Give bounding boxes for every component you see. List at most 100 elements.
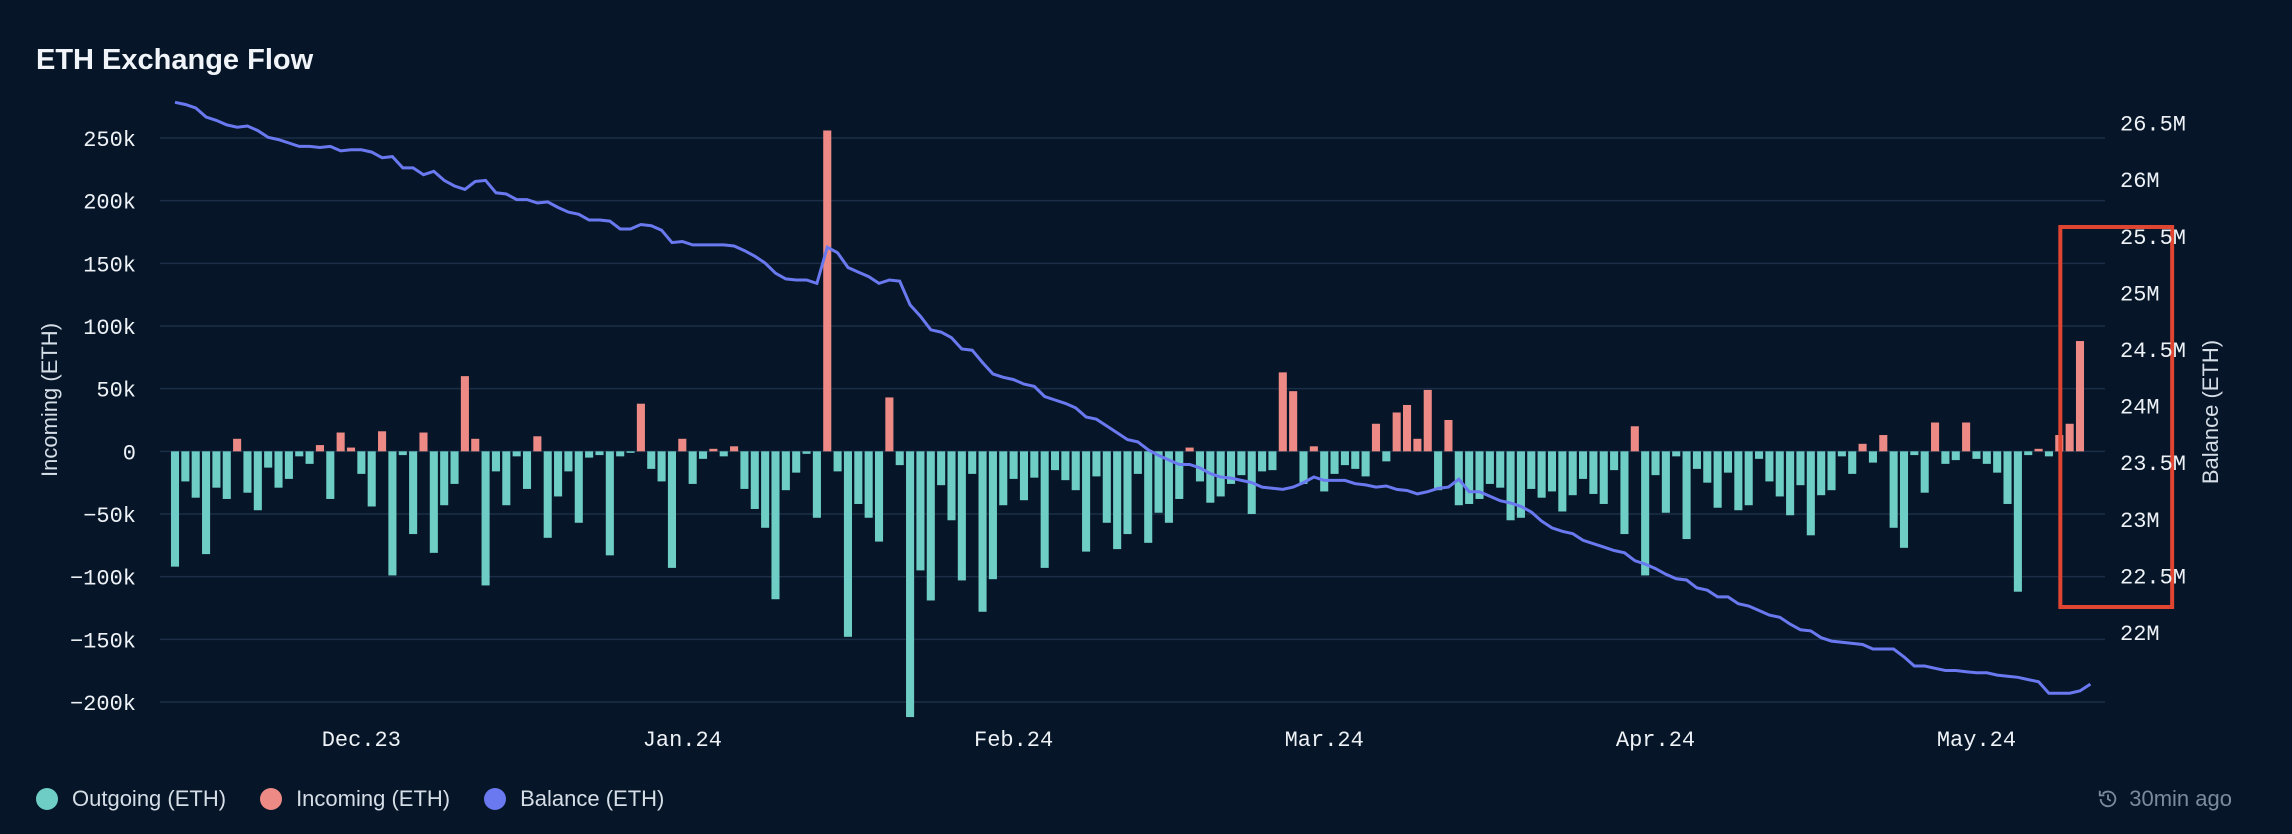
outgoing-bar[interactable] [1692, 451, 1701, 469]
legend-item-outgoing[interactable]: Outgoing (ETH) [36, 786, 226, 812]
outgoing-bar[interactable] [1910, 451, 1919, 456]
outgoing-bar[interactable] [295, 451, 304, 457]
outgoing-bar[interactable] [1082, 451, 1091, 552]
outgoing-bar[interactable] [916, 451, 925, 571]
outgoing-bar[interactable] [1154, 451, 1163, 513]
outgoing-bar[interactable] [1951, 451, 1960, 461]
outgoing-bar[interactable] [191, 451, 200, 498]
outgoing-bar[interactable] [1506, 451, 1515, 521]
outgoing-bar[interactable] [1661, 451, 1670, 513]
incoming-bar[interactable] [1630, 426, 1639, 452]
outgoing-bar[interactable] [1330, 451, 1339, 474]
incoming-bar[interactable] [636, 403, 645, 452]
incoming-bar[interactable] [233, 438, 242, 452]
outgoing-bar[interactable] [502, 451, 511, 506]
outgoing-bar[interactable] [906, 451, 915, 718]
incoming-bar[interactable] [1931, 422, 1940, 452]
outgoing-bar[interactable] [1786, 451, 1795, 516]
outgoing-bar[interactable] [1982, 451, 1991, 464]
outgoing-bar[interactable] [512, 451, 521, 457]
outgoing-bar[interactable] [1723, 451, 1733, 473]
outgoing-bar[interactable] [1568, 451, 1577, 496]
incoming-bar[interactable] [730, 446, 739, 452]
outgoing-bar[interactable] [2013, 451, 2022, 592]
outgoing-bar[interactable] [1941, 451, 1950, 464]
outgoing-bar[interactable] [1164, 451, 1173, 523]
outgoing-bar[interactable] [1475, 451, 1484, 499]
outgoing-bar[interactable] [284, 451, 293, 479]
outgoing-bar[interactable] [1237, 451, 1246, 476]
outgoing-bar[interactable] [895, 451, 904, 466]
outgoing-bar[interactable] [212, 451, 221, 488]
outgoing-bar[interactable] [1610, 451, 1619, 471]
incoming-bar[interactable] [1413, 438, 1422, 452]
outgoing-bar[interactable] [2044, 451, 2053, 457]
outgoing-bar[interactable] [1434, 451, 1443, 491]
legend-item-balance[interactable]: Balance (ETH) [484, 786, 664, 812]
outgoing-bar[interactable] [667, 451, 676, 568]
outgoing-bar[interactable] [1620, 451, 1629, 535]
incoming-bar[interactable] [315, 445, 324, 452]
outgoing-bar[interactable] [968, 451, 977, 474]
outgoing-bar[interactable] [1009, 451, 1018, 479]
outgoing-bar[interactable] [1361, 451, 1370, 477]
incoming-bar[interactable] [1858, 443, 1867, 452]
outgoing-bar[interactable] [988, 451, 997, 580]
outgoing-bar[interactable] [1775, 451, 1784, 497]
outgoing-bar[interactable] [874, 451, 884, 542]
outgoing-bar[interactable] [957, 451, 966, 581]
outgoing-bar[interactable] [1703, 451, 1712, 483]
outgoing-bar[interactable] [1216, 451, 1225, 497]
outgoing-bar[interactable] [947, 451, 956, 521]
outgoing-bar[interactable] [1537, 451, 1546, 498]
outgoing-bar[interactable] [1299, 451, 1308, 484]
outgoing-bar[interactable] [595, 451, 604, 456]
incoming-bar[interactable] [419, 432, 428, 452]
outgoing-bar[interactable] [326, 451, 335, 499]
outgoing-bar[interactable] [1713, 451, 1722, 508]
outgoing-bar[interactable] [357, 451, 366, 474]
outgoing-bar[interactable] [574, 451, 583, 523]
outgoing-bar[interactable] [1144, 451, 1153, 543]
incoming-bar[interactable] [1289, 391, 1298, 452]
outgoing-bar[interactable] [1113, 451, 1122, 550]
outgoing-bar[interactable] [1589, 451, 1598, 494]
outgoing-bar[interactable] [1382, 451, 1391, 462]
outgoing-bar[interactable] [854, 451, 863, 504]
outgoing-bar[interactable] [812, 451, 821, 518]
outgoing-bar[interactable] [1102, 451, 1111, 523]
outgoing-bar[interactable] [1827, 451, 1836, 491]
outgoing-bar[interactable] [999, 451, 1008, 506]
outgoing-bar[interactable] [1030, 451, 1039, 478]
incoming-bar[interactable] [823, 130, 832, 452]
outgoing-bar[interactable] [978, 451, 987, 612]
outgoing-bar[interactable] [750, 451, 759, 509]
outgoing-bar[interactable] [1889, 451, 1898, 528]
outgoing-bar[interactable] [202, 451, 211, 555]
outgoing-bar[interactable] [1485, 451, 1494, 484]
outgoing-bar[interactable] [1920, 451, 1929, 493]
outgoing-bar[interactable] [792, 451, 801, 473]
outgoing-bar[interactable] [1899, 451, 1909, 548]
outgoing-bar[interactable] [1123, 451, 1132, 535]
outgoing-bar[interactable] [409, 451, 418, 535]
outgoing-bar[interactable] [843, 451, 852, 637]
outgoing-bar[interactable] [1226, 451, 1236, 484]
outgoing-bar[interactable] [926, 451, 935, 601]
outgoing-bar[interactable] [388, 451, 397, 576]
outgoing-bar[interactable] [1320, 451, 1329, 492]
incoming-bar[interactable] [1423, 389, 1432, 452]
outgoing-bar[interactable] [481, 451, 490, 586]
outgoing-bar[interactable] [1268, 451, 1277, 471]
outgoing-bar[interactable] [181, 451, 190, 482]
outgoing-bar[interactable] [1765, 451, 1774, 482]
incoming-bar[interactable] [346, 447, 356, 452]
incoming-bar[interactable] [2034, 448, 2043, 452]
incoming-bar[interactable] [336, 432, 345, 452]
outgoing-bar[interactable] [253, 451, 262, 511]
outgoing-bar[interactable] [1019, 451, 1029, 501]
incoming-bar[interactable] [1879, 435, 1888, 452]
outgoing-bar[interactable] [305, 451, 314, 464]
outgoing-bar[interactable] [274, 451, 283, 488]
outgoing-bar[interactable] [657, 451, 666, 482]
